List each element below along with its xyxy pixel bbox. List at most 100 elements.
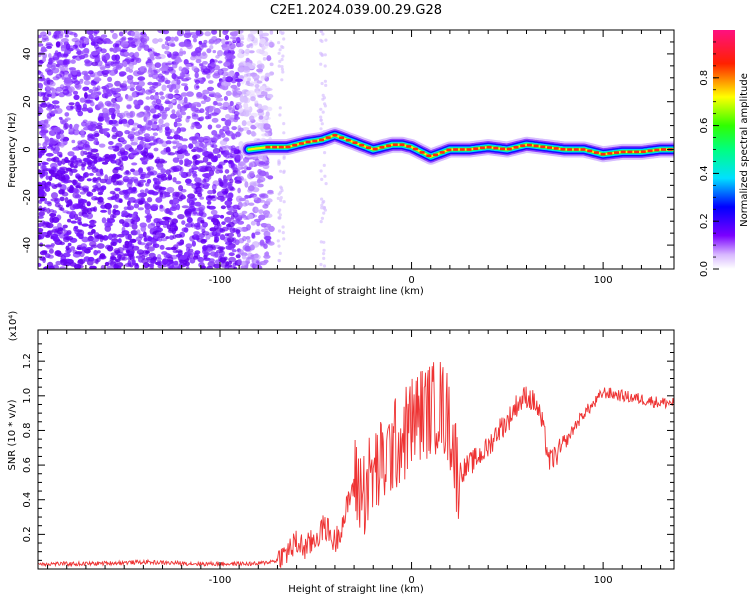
colorbar-label: Normalized spectral amplitude xyxy=(739,73,750,227)
spectrogram-noise-point xyxy=(126,95,133,102)
spectrogram-noise-point xyxy=(211,184,217,191)
spectrogram-noise-point xyxy=(119,136,125,142)
spectrogram-y-tick-label: 20 xyxy=(22,95,33,108)
spectrogram-ticks: -100 0 100 -40 -20 0 20 40 xyxy=(22,29,674,286)
spectrogram-noise-point xyxy=(210,62,217,68)
spectrogram-noise-point xyxy=(280,57,284,62)
spectrogram-noise-point xyxy=(192,173,198,177)
spectrogram-noise-point xyxy=(220,205,226,210)
spectrogram-noise-point xyxy=(245,57,250,63)
spectrogram-noise-point xyxy=(230,62,234,69)
spectrogram-noise-point xyxy=(154,185,163,191)
spectrogram-noise-point xyxy=(244,106,251,110)
spectrogram-noise-point xyxy=(152,51,158,55)
spectrogram-noise-point xyxy=(321,97,325,101)
spectrogram-noise-point xyxy=(187,251,195,256)
spectrogram-peak xyxy=(506,147,512,151)
spectrogram-noise-point xyxy=(109,155,113,163)
spectrogram-noise-point xyxy=(135,33,142,37)
spectrogram-noise-point xyxy=(235,254,241,259)
spectrogram-noise-point xyxy=(321,110,325,114)
spectrogram-noise-point xyxy=(259,38,266,45)
spectrogram-noise-point xyxy=(256,64,263,69)
spectrogram-noise-point xyxy=(154,95,159,99)
spectrogram-noise-point xyxy=(276,196,280,200)
spectrogram-noise-point xyxy=(82,172,87,179)
spectrogram-noise-point xyxy=(265,72,271,77)
spectrogram-noise-point xyxy=(258,161,266,165)
snr-line xyxy=(38,361,674,569)
spectrogram-noise-point xyxy=(152,132,158,136)
spectrogram-noise-point xyxy=(254,206,259,213)
spectrogram-noise-point xyxy=(126,74,134,81)
spectrogram-noise-point xyxy=(115,64,122,70)
spectrogram-noise-point xyxy=(252,74,260,80)
spectrogram-noise-point xyxy=(211,130,218,136)
spectrogram-noise-point xyxy=(186,91,194,97)
spectrogram-noise-point xyxy=(171,109,176,115)
spectrogram-peak xyxy=(493,146,499,150)
spectrogram-noise-point xyxy=(213,239,219,243)
spectrogram-noise-point xyxy=(99,66,106,71)
spectrogram-noise-point xyxy=(250,244,255,251)
spectrogram-noise-point xyxy=(237,171,242,176)
spectrogram-noise-point xyxy=(100,264,106,269)
spectrogram-noise-point xyxy=(60,174,65,180)
spectrogram-peak xyxy=(634,150,640,154)
spectrogram-noise-point xyxy=(142,262,150,269)
spectrogram-noise-point xyxy=(156,180,161,185)
spectrogram-noise-point xyxy=(98,143,106,148)
spectrogram-noise-point xyxy=(149,108,157,114)
spectrogram-noise-point xyxy=(210,217,219,223)
spectrogram-noise-point xyxy=(185,223,193,228)
spectrogram-noise-point xyxy=(176,79,181,85)
spectrogram-noise-point xyxy=(143,133,150,138)
spectrogram-peak xyxy=(379,146,385,149)
spectrogram-noise-point xyxy=(64,197,69,203)
spectrogram-noise-point xyxy=(157,38,163,43)
spectrogram-noise-point xyxy=(266,93,274,99)
spectrogram-noise-point xyxy=(222,30,229,36)
spectrogram-noise-point xyxy=(131,128,136,132)
spectrogram-noise-point xyxy=(221,38,226,45)
spectrogram-noise-point xyxy=(169,206,178,211)
spectrogram-noise-point xyxy=(55,260,62,266)
spectrogram-noise-point xyxy=(191,122,196,128)
spectrogram-noise-point xyxy=(186,32,192,36)
spectrogram-noise-point xyxy=(322,264,327,268)
spectrogram-noise-point xyxy=(277,216,281,220)
spectrogram-peak xyxy=(607,152,613,155)
spectrogram-noise-point xyxy=(102,40,107,45)
spectrogram-noise-point xyxy=(127,243,135,248)
spectrogram-noise-point xyxy=(45,152,54,157)
spectrogram-noise-point xyxy=(175,191,183,198)
spectrogram-noise-point xyxy=(223,152,228,158)
spectrogram-noise-point xyxy=(107,208,112,215)
snr-y-axis-label: SNR (10 * v/v) xyxy=(7,399,18,470)
spectrogram-noise-point xyxy=(257,183,264,188)
spectrogram-noise-point xyxy=(261,118,269,125)
spectrogram-noise-point xyxy=(62,252,71,258)
spectrogram-noise-point xyxy=(58,116,63,120)
spectrogram-noise-point xyxy=(217,68,224,76)
spectrogram-noise-point xyxy=(123,30,128,34)
spectrogram-noise-point xyxy=(178,185,184,192)
spectrogram-noise-point xyxy=(40,92,46,97)
spectrogram-noise-point xyxy=(220,262,228,268)
spectrogram-noise-point xyxy=(126,85,132,89)
spectrogram-noise-point xyxy=(38,222,43,228)
spectrogram-noise-point xyxy=(116,180,124,186)
spectrogram-noise-point xyxy=(49,209,54,213)
spectrogram-peak xyxy=(620,150,626,154)
spectrogram-noise-point xyxy=(147,189,155,195)
spectrogram-noise-point xyxy=(49,127,56,131)
spectrogram-noise-point xyxy=(41,162,49,165)
spectrogram-noise-point xyxy=(225,76,234,83)
spectrogram-peak xyxy=(453,148,459,151)
spectrogram-noise-point xyxy=(112,32,118,40)
spectrogram-noise-point xyxy=(72,147,79,151)
spectrogram-noise-point xyxy=(73,94,80,101)
spectrogram-noise-point xyxy=(193,38,197,43)
spectrogram-noise-point xyxy=(95,125,103,130)
spectrogram-noise-point xyxy=(79,97,86,103)
